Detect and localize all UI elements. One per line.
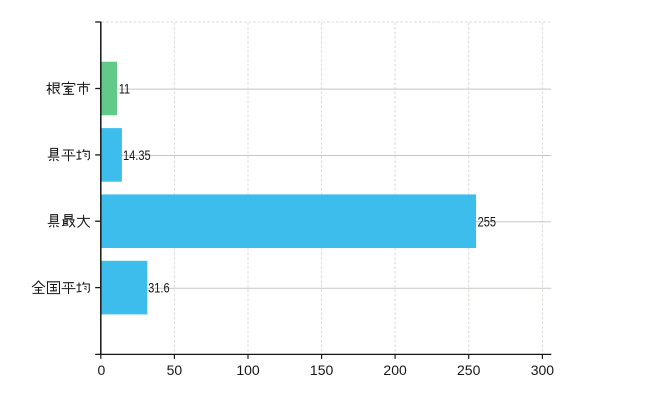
svg-text:50: 50 bbox=[167, 362, 183, 378]
svg-text:14.35: 14.35 bbox=[123, 148, 151, 164]
svg-text:200: 200 bbox=[383, 362, 407, 378]
svg-text:255: 255 bbox=[478, 214, 496, 230]
svg-text:100: 100 bbox=[236, 362, 260, 378]
svg-text:31.6: 31.6 bbox=[148, 280, 170, 296]
svg-text:250: 250 bbox=[457, 362, 481, 378]
svg-text:11: 11 bbox=[119, 81, 130, 97]
svg-text:0: 0 bbox=[98, 362, 106, 378]
svg-text:150: 150 bbox=[310, 362, 334, 378]
svg-text:300: 300 bbox=[531, 362, 555, 378]
